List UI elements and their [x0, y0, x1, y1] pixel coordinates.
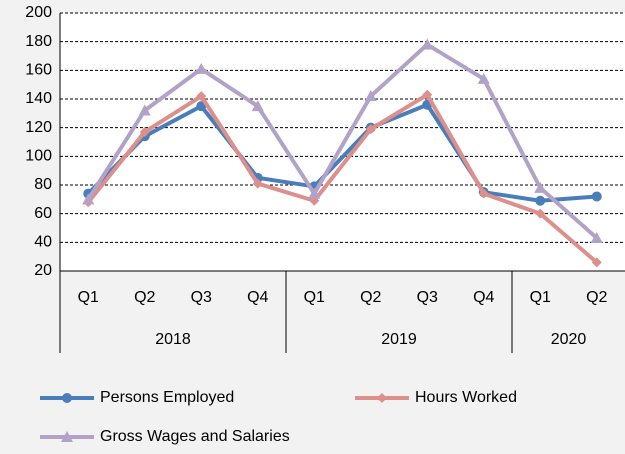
x-tick-label: Q3 [417, 289, 438, 306]
y-tick-label: 60 [34, 205, 52, 222]
x-tick-label: Q3 [191, 289, 212, 306]
point [477, 72, 490, 84]
x-tick-label: Q2 [360, 289, 381, 306]
point [138, 104, 151, 116]
point [308, 187, 321, 199]
point [478, 188, 489, 199]
x-tick-label: Q2 [586, 289, 607, 306]
x-tick-label: Q1 [304, 289, 325, 306]
x-tick-label: Q4 [473, 289, 494, 306]
y-tick-label: 100 [25, 148, 52, 165]
series-line [86, 102, 597, 203]
point [534, 181, 547, 193]
point [421, 38, 434, 50]
y-tick-label: 20 [34, 262, 52, 279]
point [535, 195, 546, 206]
y-tick-label: 120 [25, 119, 52, 136]
x-tick-label: Q4 [247, 289, 268, 306]
y-tick-label: 200 [25, 4, 52, 21]
point [196, 91, 207, 102]
point [377, 393, 387, 403]
point [364, 90, 377, 102]
point [251, 100, 264, 112]
y-tick-label: 160 [25, 62, 52, 79]
x-tick-label: Q2 [134, 289, 155, 306]
point [422, 89, 433, 100]
point [82, 193, 95, 205]
legend-label: Gross Wages and Salaries [100, 428, 290, 445]
point [195, 62, 208, 74]
y-tick-label: 140 [25, 90, 52, 107]
point [590, 232, 603, 244]
x-tick-label: Q1 [78, 289, 99, 306]
y-tick-label: 180 [25, 33, 52, 50]
point [591, 257, 602, 268]
y-tick-label: 40 [34, 234, 52, 251]
x-group-label: 2018 [155, 331, 191, 348]
point [535, 208, 546, 219]
series-line [86, 42, 599, 240]
x-group-label: 2020 [551, 331, 587, 348]
point [61, 431, 73, 442]
point [591, 191, 602, 202]
y-tick-label: 80 [34, 176, 52, 193]
legend-label: Hours Worked [415, 389, 517, 406]
x-group-label: 2019 [381, 331, 417, 348]
point [62, 393, 72, 403]
point [252, 178, 263, 189]
point [139, 126, 150, 137]
x-tick-label: Q1 [530, 289, 551, 306]
point [365, 124, 376, 135]
legend-label: Persons Employed [100, 389, 234, 406]
series-line [86, 92, 599, 264]
